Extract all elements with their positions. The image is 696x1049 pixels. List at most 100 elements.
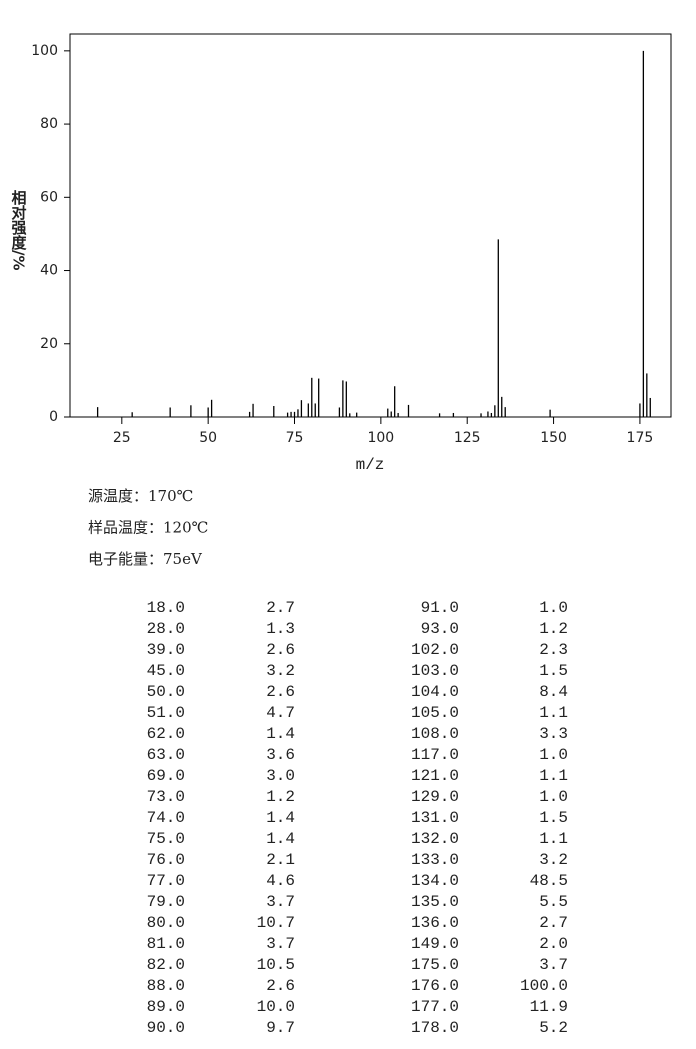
table-cell: 1.1 — [539, 767, 568, 785]
table-cell: 48.5 — [530, 872, 568, 890]
table-cell: 3.2 — [539, 851, 568, 869]
table-cell: 2.7 — [266, 599, 295, 617]
condition: 样品温度：120℃ — [88, 519, 208, 537]
table-cell: 1.4 — [266, 725, 295, 743]
table-cell: 2.7 — [539, 914, 568, 932]
table-cell: 73.0 — [147, 788, 185, 806]
table-cell: 82.0 — [147, 956, 185, 974]
x-tick-label: 50 — [199, 430, 217, 446]
y-tick-label: 100 — [31, 43, 58, 59]
table-cell: 8.4 — [539, 683, 568, 701]
table-cell: 3.0 — [266, 767, 295, 785]
table-cell: 2.1 — [266, 851, 295, 869]
plot-frame — [69, 33, 672, 418]
x-tick-label: 75 — [286, 430, 304, 446]
table-cell: 3.2 — [266, 662, 295, 680]
table-cell: 1.4 — [266, 809, 295, 827]
table-cell: 3.7 — [539, 956, 568, 974]
y-axis-label: 相对强度/% — [10, 189, 28, 270]
x-tick-label: 100 — [367, 430, 394, 446]
table-cell: 76.0 — [147, 851, 185, 869]
table-cell: 39.0 — [147, 641, 185, 659]
table-cell: 81.0 — [147, 935, 185, 953]
x-axis-label: m/z — [356, 456, 385, 474]
table-cell: 2.3 — [539, 641, 568, 659]
table-cell: 1.0 — [539, 788, 568, 806]
table-cell: 2.6 — [266, 977, 295, 995]
table-cell: 132.0 — [411, 830, 459, 848]
table-cell: 75.0 — [147, 830, 185, 848]
table-cell: 178.0 — [411, 1019, 459, 1037]
table-cell: 117.0 — [411, 746, 459, 764]
condition: 源温度：170℃ — [88, 487, 193, 505]
table-cell: 18.0 — [147, 599, 185, 617]
table-cell: 131.0 — [411, 809, 459, 827]
table-cell: 104.0 — [411, 683, 459, 701]
table-cell: 105.0 — [411, 704, 459, 722]
table-cell: 74.0 — [147, 809, 185, 827]
table-cell: 79.0 — [147, 893, 185, 911]
table-cell: 136.0 — [411, 914, 459, 932]
y-tick-label: 60 — [40, 189, 58, 205]
table-cell: 1.0 — [539, 746, 568, 764]
table-cell: 3.6 — [266, 746, 295, 764]
table-cell: 62.0 — [147, 725, 185, 743]
table-cell: 134.0 — [411, 872, 459, 890]
table-cell: 5.5 — [539, 893, 568, 911]
table-cell: 3.7 — [266, 893, 295, 911]
table-cell: 1.1 — [539, 830, 568, 848]
table-cell: 91.0 — [421, 599, 459, 617]
table-cell: 1.5 — [539, 809, 568, 827]
table-cell: 133.0 — [411, 851, 459, 869]
table-cell: 10.7 — [257, 914, 295, 932]
table-cell: 10.5 — [257, 956, 295, 974]
table-cell: 1.2 — [539, 620, 568, 638]
table-cell: 1.1 — [539, 704, 568, 722]
table-cell: 9.7 — [266, 1019, 295, 1037]
table-cell: 175.0 — [411, 956, 459, 974]
table-cell: 80.0 — [147, 914, 185, 932]
table-cell: 4.7 — [266, 704, 295, 722]
table-cell: 1.2 — [266, 788, 295, 806]
table-cell: 50.0 — [147, 683, 185, 701]
table-cell: 2.6 — [266, 641, 295, 659]
table-cell: 69.0 — [147, 767, 185, 785]
table-cell: 102.0 — [411, 641, 459, 659]
table-cell: 177.0 — [411, 998, 459, 1016]
table-cell: 10.0 — [257, 998, 295, 1016]
table-cell: 51.0 — [147, 704, 185, 722]
condition: 电子能量：75eV — [88, 550, 203, 568]
table-cell: 11.9 — [530, 998, 568, 1016]
table-cell: 93.0 — [421, 620, 459, 638]
y-tick-label: 40 — [40, 263, 58, 279]
table-cell: 2.6 — [266, 683, 295, 701]
table-cell: 103.0 — [411, 662, 459, 680]
table-cell: 1.0 — [539, 599, 568, 617]
table-cell: 3.3 — [539, 725, 568, 743]
y-tick-label: 0 — [49, 409, 58, 425]
table-cell: 63.0 — [147, 746, 185, 764]
y-tick-label: 20 — [40, 336, 58, 352]
y-tick-label: 80 — [40, 116, 58, 132]
table-cell: 176.0 — [411, 977, 459, 995]
table-cell: 90.0 — [147, 1019, 185, 1037]
x-tick-label: 150 — [540, 430, 567, 446]
table-cell: 1.3 — [266, 620, 295, 638]
table-cell: 5.2 — [539, 1019, 568, 1037]
table-cell: 89.0 — [147, 998, 185, 1016]
table-cell: 100.0 — [520, 977, 568, 995]
table-cell: 4.6 — [266, 872, 295, 890]
x-tick-label: 25 — [113, 430, 131, 446]
table-cell: 1.4 — [266, 830, 295, 848]
table-cell: 2.0 — [539, 935, 568, 953]
table-cell: 28.0 — [147, 620, 185, 638]
table-cell: 149.0 — [411, 935, 459, 953]
x-tick-label: 175 — [627, 430, 654, 446]
table-cell: 77.0 — [147, 872, 185, 890]
table-cell: 108.0 — [411, 725, 459, 743]
table-cell: 135.0 — [411, 893, 459, 911]
x-tick-label: 125 — [454, 430, 481, 446]
table-cell: 88.0 — [147, 977, 185, 995]
table-cell: 121.0 — [411, 767, 459, 785]
